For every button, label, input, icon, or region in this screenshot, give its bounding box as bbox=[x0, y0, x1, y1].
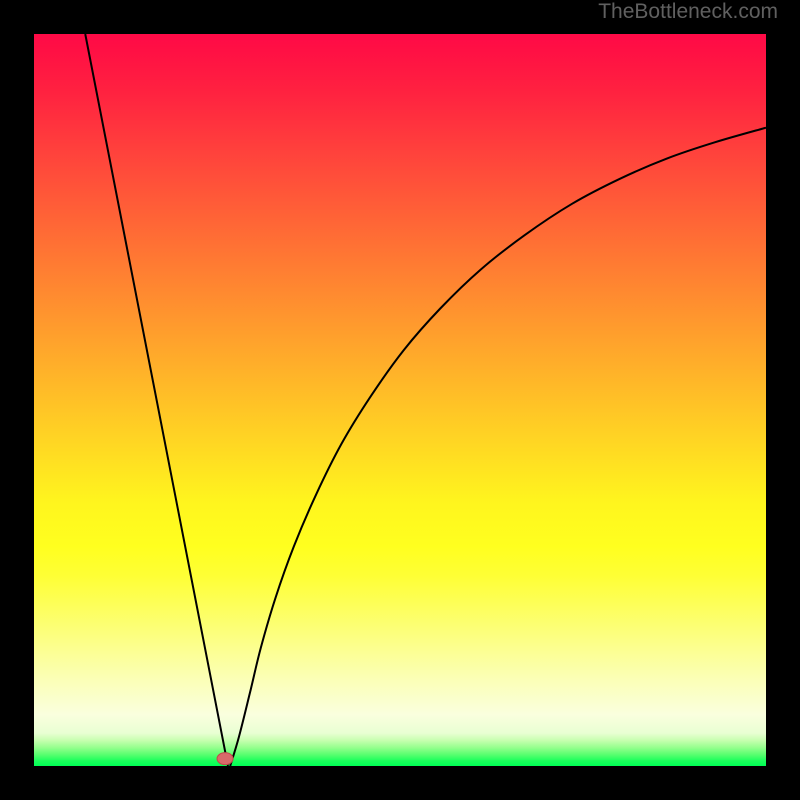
gradient-background bbox=[34, 34, 766, 766]
watermark-text: TheBottleneck.com bbox=[598, 0, 778, 24]
optimum-marker bbox=[217, 753, 233, 765]
chart-frame: TheBottleneck.com bbox=[0, 0, 800, 800]
bottleneck-plot bbox=[0, 0, 800, 800]
